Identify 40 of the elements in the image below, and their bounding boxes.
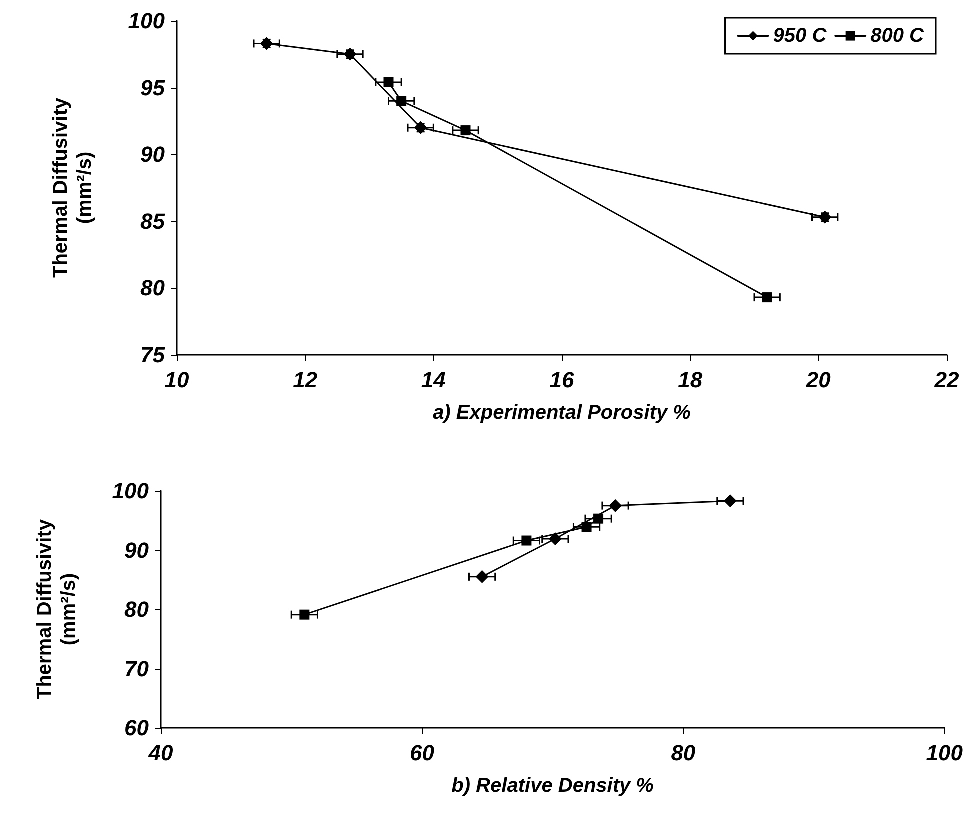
y-tick-label: 90 — [140, 142, 166, 168]
y-tick-label: 100 — [128, 8, 166, 34]
x-tick-label: 16 — [550, 368, 575, 392]
x-tick-label: 40 — [148, 740, 174, 766]
point — [724, 494, 737, 508]
x-axis-title: b) Relative Density % — [452, 775, 654, 797]
y-tick-label: 90 — [124, 538, 150, 563]
point — [609, 499, 622, 512]
point — [522, 536, 532, 546]
point — [762, 292, 772, 303]
y-tick-label: 70 — [124, 656, 150, 682]
x-tick-label: 100 — [926, 740, 964, 766]
x-tick-label: 10 — [164, 368, 190, 392]
x-tick-label: 80 — [671, 740, 696, 766]
point — [594, 514, 604, 524]
x-tick-label: 22 — [934, 368, 960, 392]
y-tick-label: 80 — [140, 276, 166, 301]
y-axis-title: Thermal Diffusivity (mm²/s) — [34, 518, 80, 700]
y-tick-label: 100 — [112, 478, 150, 504]
y-axis-title: Thermal Diffusivity (mm²/s) — [50, 97, 96, 278]
point — [548, 532, 562, 546]
point — [460, 126, 471, 136]
point — [384, 77, 394, 88]
legend-label: 800 C — [870, 25, 925, 47]
x-tick-label: 14 — [421, 368, 446, 392]
x-tick-label: 60 — [410, 740, 436, 766]
x-tick-label: 20 — [805, 368, 832, 392]
legend-label: 950 C — [773, 25, 828, 47]
y-tick-label: 75 — [140, 342, 166, 368]
x-axis-title: a) Experimental Porosity % — [433, 402, 692, 424]
point — [476, 570, 489, 584]
x-tick-label: 12 — [293, 368, 318, 392]
point — [396, 96, 407, 106]
y-tick-label: 95 — [140, 75, 166, 100]
point — [582, 522, 592, 532]
y-tick-label: 80 — [124, 597, 150, 622]
x-tick-label: 18 — [678, 368, 704, 392]
y-tick-label: 60 — [124, 716, 150, 740]
point — [300, 610, 310, 620]
y-tick-label: 85 — [140, 208, 166, 234]
